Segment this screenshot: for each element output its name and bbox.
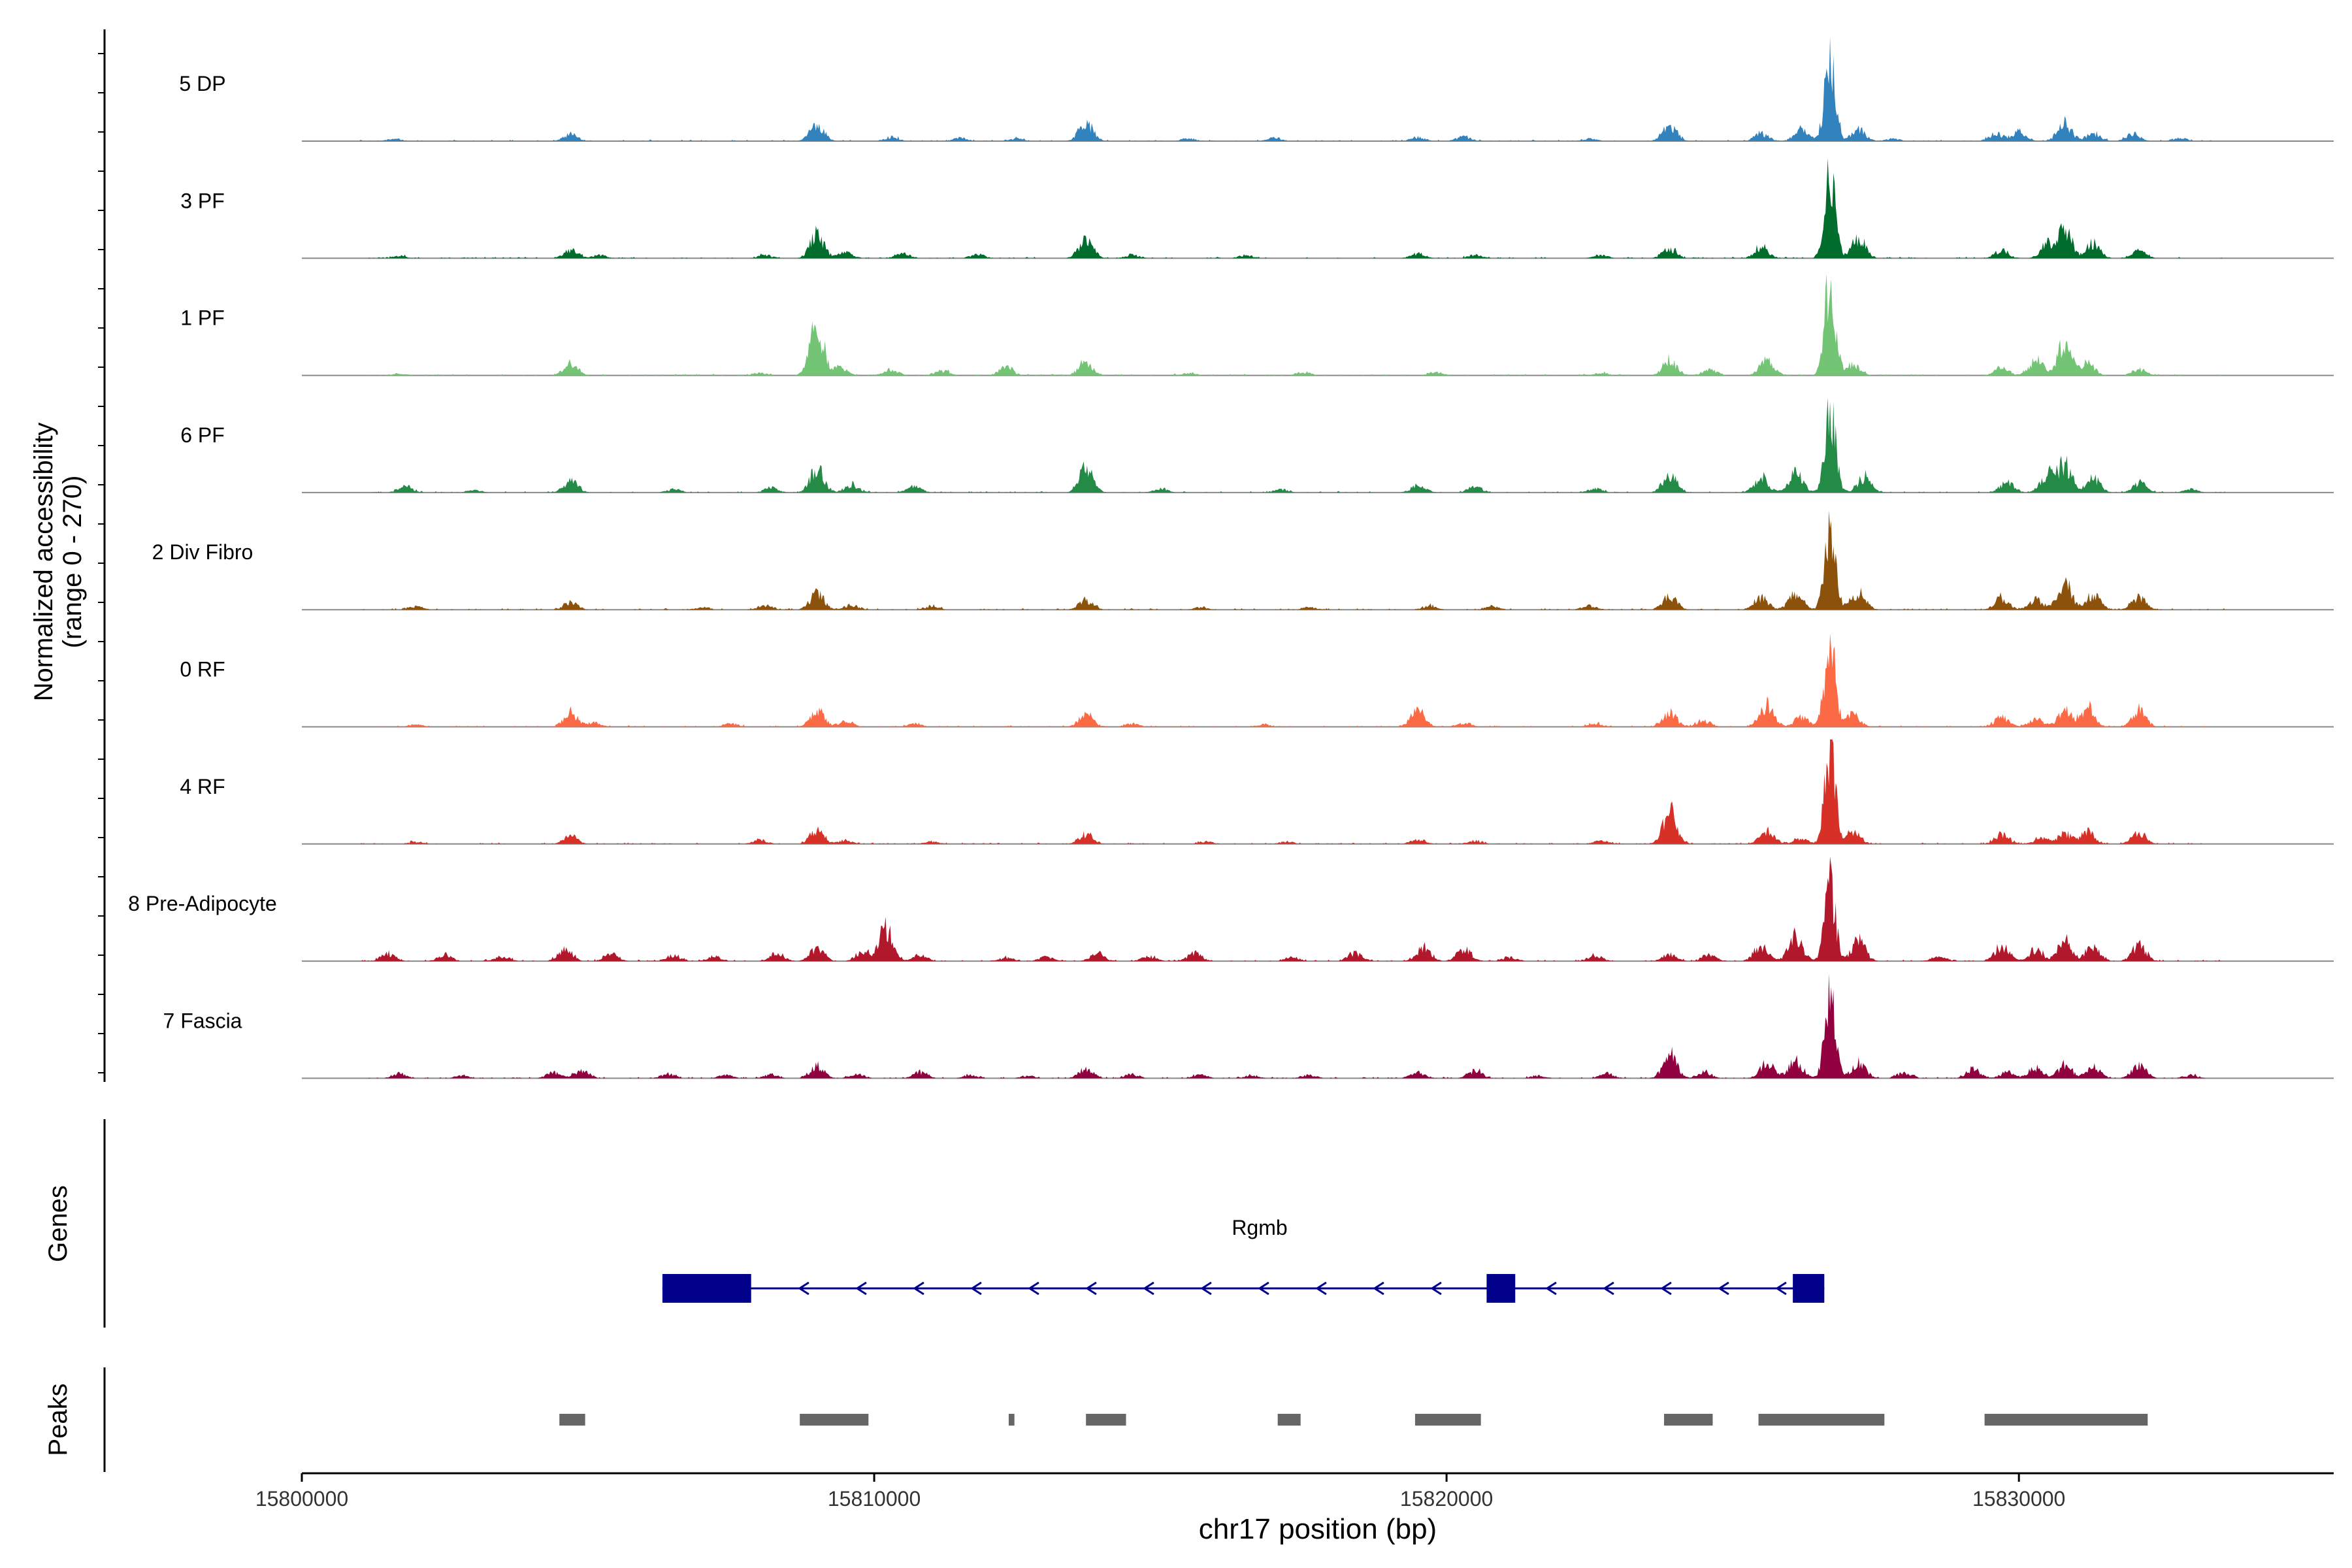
strand-arrow <box>1085 1281 1097 1296</box>
strand-arrow <box>1660 1281 1672 1296</box>
strand-arrow <box>855 1281 867 1296</box>
track-6-pf: 6 PF <box>180 397 2334 493</box>
strand-arrow <box>1315 1281 1327 1296</box>
coverage-area <box>359 857 2225 962</box>
track-1-pf: 1 PF <box>180 274 2334 376</box>
coverage-area <box>359 739 2225 844</box>
strand-arrow <box>798 1281 809 1296</box>
coverage-area <box>359 158 2225 259</box>
track-8-pre-adipocyte: 8 Pre-Adipocyte <box>128 857 2334 962</box>
gene-exon <box>662 1274 751 1303</box>
strand-arrow <box>1718 1281 1729 1296</box>
peak-region <box>800 1414 869 1426</box>
strand-arrow <box>1258 1281 1269 1296</box>
strand-arrow <box>913 1281 924 1296</box>
gene-model-rgmb <box>662 1274 1825 1303</box>
track-label: 6 PF <box>180 423 225 447</box>
strand-arrow <box>1545 1281 1557 1296</box>
y-axis-title: Normalized accessibility (range 0 - 270) <box>29 423 87 702</box>
track-0-rf: 0 RF <box>180 633 2334 728</box>
peak-region <box>559 1414 585 1426</box>
strand-arrow <box>1028 1281 1039 1296</box>
coverage-area <box>359 633 2225 727</box>
track-label: 0 RF <box>180 658 225 681</box>
coverage-area <box>359 510 2225 610</box>
strand-arrow <box>1775 1281 1787 1296</box>
peak-region <box>1008 1414 1015 1426</box>
x-tick-label: 15820000 <box>1400 1487 1493 1511</box>
peak-region <box>1984 1414 2148 1426</box>
peak-region <box>1664 1414 1713 1426</box>
strand-arrow <box>970 1281 982 1296</box>
strand-arrow <box>1603 1281 1614 1296</box>
peak-region <box>1086 1414 1126 1426</box>
track-2-div-fibro: 2 Div Fibro <box>152 510 2334 611</box>
peak-region <box>1277 1414 1301 1426</box>
track-label: 1 PF <box>180 306 225 330</box>
track-label: 5 DP <box>179 72 225 95</box>
x-tick-label: 15810000 <box>828 1487 921 1511</box>
track-label: 4 RF <box>180 775 225 798</box>
gene-exon <box>1793 1274 1825 1303</box>
strand-arrow <box>1143 1281 1154 1296</box>
y-axis-title-line2: (range 0 - 270) <box>58 476 87 649</box>
x-tick-label: 15800000 <box>255 1487 348 1511</box>
y-axis-title-line1: Normalized accessibility <box>29 423 58 702</box>
peak-regions <box>559 1414 2148 1426</box>
track-label: 7 Fascia <box>163 1009 242 1032</box>
strand-arrow <box>1200 1281 1212 1296</box>
coverage-tracks: 5 DP 3 PF 1 PF 6 PF 2 Div Fibro 0 RF 4 RF 8 Pre… <box>128 37 2334 1079</box>
strand-arrow <box>1430 1281 1442 1296</box>
track-7-fascia: 7 Fascia <box>163 973 2334 1079</box>
track-4-rf: 4 RF <box>180 739 2334 845</box>
track-label: 2 Div Fibro <box>152 540 253 564</box>
peak-region <box>1414 1414 1481 1426</box>
gene-name-label: Rgmb <box>1232 1216 1287 1239</box>
x-axis-title: chr17 position (bp) <box>1199 1513 1437 1545</box>
coverage-area <box>359 973 2225 1079</box>
peaks-panel: Peaks <box>44 1367 2148 1472</box>
peak-region <box>1758 1414 1885 1426</box>
x-tick-label: 15830000 <box>1972 1487 2065 1511</box>
strand-arrow <box>1373 1281 1384 1296</box>
track-3-pf: 3 PF <box>180 158 2334 259</box>
coverage-y-axis-ticks <box>98 53 105 1073</box>
x-axis-ticks: 15800000 15810000 15820000 15830000 <box>255 1473 2065 1511</box>
track-label: 8 Pre-Adipocyte <box>128 892 277 915</box>
coverage-area <box>359 37 2225 141</box>
genes-panel-label: Genes <box>44 1185 73 1262</box>
x-axis: 15800000 15810000 15820000 15830000 chr17 p… <box>255 1472 2334 1545</box>
track-label: 3 PF <box>180 189 225 212</box>
track-5-dp: 5 DP <box>179 37 2334 142</box>
peaks-panel-label: Peaks <box>44 1383 73 1456</box>
gene-exon <box>1486 1274 1516 1303</box>
genes-panel: Genes Rgmb <box>44 1119 1825 1328</box>
coverage-area <box>359 274 2225 376</box>
coverage-area <box>359 397 2225 493</box>
